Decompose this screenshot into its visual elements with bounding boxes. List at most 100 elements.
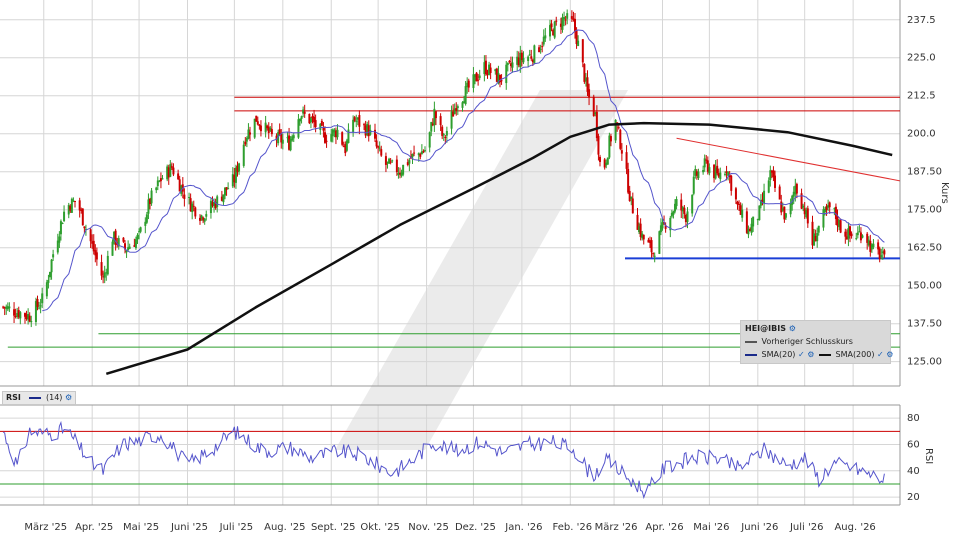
- candle-body: [422, 151, 425, 153]
- candle-body: [84, 228, 87, 230]
- candle-body: [741, 209, 744, 218]
- candle-body: [463, 101, 466, 104]
- candle-body: [113, 231, 116, 242]
- candle-body: [150, 190, 153, 204]
- candle-body: [92, 240, 95, 252]
- x-tick-label: Okt. '25: [360, 522, 399, 533]
- candle-body: [805, 210, 808, 218]
- rsi-tick-label: 40: [907, 466, 920, 477]
- candle-body: [856, 232, 859, 236]
- candle-body: [595, 111, 598, 139]
- candle-body: [417, 153, 420, 156]
- rsi-series: [2, 420, 885, 500]
- candle-body: [756, 219, 759, 221]
- candle-body: [91, 241, 94, 244]
- settings-icon[interactable]: ⚙: [64, 393, 73, 402]
- candle-body: [516, 56, 519, 65]
- price-tick-label: 200.0: [907, 129, 936, 140]
- candle-body: [661, 222, 664, 229]
- price-axis-title: Kurs: [939, 182, 950, 204]
- x-tick-label: März '25: [24, 522, 67, 533]
- trend-line: [676, 137, 901, 182]
- settings-icon[interactable]: ⚙: [788, 324, 796, 333]
- candle-body: [430, 122, 433, 132]
- candle-body: [697, 171, 700, 179]
- candle-body: [734, 188, 737, 200]
- candle-body: [139, 227, 142, 232]
- candle-body: [324, 132, 326, 143]
- check-icon[interactable]: ✓: [877, 350, 884, 359]
- sma200-line: [105, 121, 893, 375]
- candle-body: [400, 172, 403, 176]
- candle-body: [278, 129, 281, 135]
- candle-body: [531, 59, 534, 63]
- candle-body: [3, 307, 6, 309]
- candle-body: [170, 166, 173, 168]
- candle-body: [738, 203, 741, 205]
- price-tick-label: 225.0: [907, 53, 936, 64]
- candle-body: [45, 282, 48, 297]
- candle-body: [727, 172, 730, 176]
- candle-body: [341, 132, 344, 145]
- candle-body: [16, 313, 19, 317]
- candle-body: [539, 48, 542, 50]
- x-tick-label: Aug. '25: [264, 522, 305, 533]
- candle-body: [855, 238, 858, 240]
- candle-body: [477, 79, 480, 81]
- x-tick-label: Juni '25: [170, 522, 208, 533]
- settings-icon[interactable]: ⚙: [886, 350, 894, 359]
- candle-body: [378, 147, 381, 149]
- candle-body: [431, 123, 434, 126]
- candle-body: [58, 236, 61, 243]
- candle-body: [325, 140, 328, 142]
- candle-body: [614, 119, 617, 141]
- candle-body: [391, 160, 394, 162]
- candle-body: [28, 315, 31, 322]
- legend-label: SMA(20): [761, 350, 796, 359]
- candle-body: [575, 29, 578, 45]
- x-tick-label: Nov. '25: [408, 522, 449, 533]
- candle-body: [374, 129, 376, 139]
- settings-icon[interactable]: ⚙: [807, 350, 815, 359]
- rsi-tick-label: 60: [907, 439, 920, 450]
- candle-body: [866, 233, 869, 243]
- candle-body: [563, 17, 566, 20]
- candle-body: [442, 134, 445, 136]
- candle-body: [24, 313, 26, 317]
- candle-body: [83, 226, 86, 229]
- candle-body: [538, 47, 541, 52]
- price-grid: [0, 0, 901, 387]
- candle-body: [358, 115, 361, 127]
- candle-body: [172, 167, 175, 175]
- candle-body: [745, 211, 748, 233]
- candle-body: [267, 126, 270, 134]
- candle-body: [220, 196, 223, 201]
- legend-symbol: HEI@IBIS: [745, 324, 786, 333]
- candle-body: [369, 129, 372, 135]
- candle-body: [322, 127, 325, 131]
- dashed-line-icon: [745, 340, 757, 343]
- candle-body: [461, 102, 464, 108]
- candle-body: [838, 219, 841, 228]
- candle-body: [280, 133, 283, 143]
- candle-body: [127, 247, 130, 251]
- candle-body: [870, 244, 873, 250]
- price-tick-label: 212.5: [907, 91, 936, 102]
- candle-body: [452, 111, 455, 117]
- candle-body: [636, 214, 639, 230]
- candle-body: [159, 178, 162, 182]
- candle-body: [258, 124, 261, 126]
- candle-body: [878, 248, 881, 260]
- price-y-axis: 125.00 137.50 150.00 162.50 175.00 187.50 200.…: [907, 15, 942, 368]
- candle-body: [772, 170, 775, 178]
- candle-body: [413, 152, 416, 154]
- candle-body: [627, 168, 630, 193]
- rsi-axis-title: RSI: [923, 448, 934, 464]
- candle-body: [834, 206, 837, 220]
- candle-body: [780, 201, 783, 213]
- line-icon: [745, 353, 757, 356]
- candle-body: [5, 306, 8, 309]
- candle-body: [669, 217, 672, 231]
- check-icon[interactable]: ✓: [797, 350, 805, 359]
- candle-body: [599, 156, 601, 162]
